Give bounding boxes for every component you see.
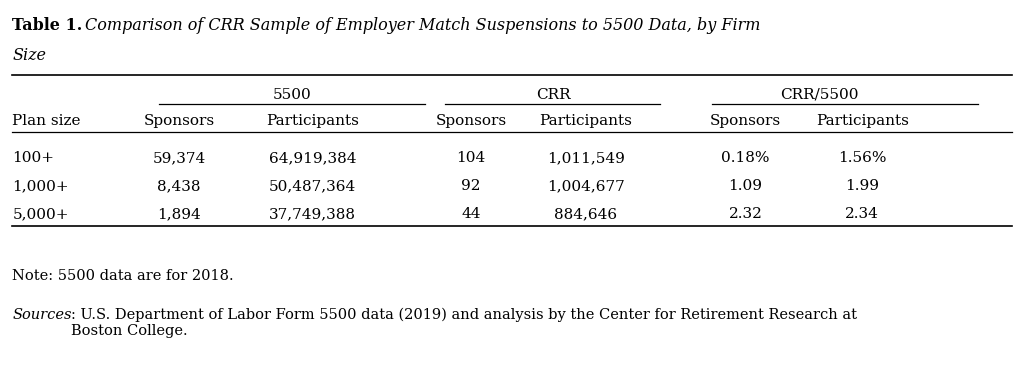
Text: 44: 44: [461, 207, 481, 221]
Text: 884,646: 884,646: [554, 207, 617, 221]
Text: 2.34: 2.34: [845, 207, 880, 221]
Text: 1.09: 1.09: [728, 179, 763, 193]
Text: Sponsors: Sponsors: [435, 114, 507, 128]
Text: 37,749,388: 37,749,388: [269, 207, 355, 221]
Text: CRR/5500: CRR/5500: [780, 88, 858, 102]
Text: Sources: Sources: [12, 308, 72, 322]
Text: Comparison of CRR Sample of Employer Match Suspensions to 5500 Data, by Firm: Comparison of CRR Sample of Employer Mat…: [85, 17, 761, 34]
Text: Participants: Participants: [266, 114, 358, 128]
Text: 59,374: 59,374: [153, 151, 206, 165]
Text: 50,487,364: 50,487,364: [268, 179, 356, 193]
Text: Participants: Participants: [540, 114, 632, 128]
Text: Sponsors: Sponsors: [143, 114, 215, 128]
Text: 2.32: 2.32: [728, 207, 763, 221]
Text: : U.S. Department of Labor Form 5500 data (2019) and analysis by the Center for : : U.S. Department of Labor Form 5500 dat…: [71, 308, 857, 338]
Text: 100+: 100+: [12, 151, 54, 165]
Text: 64,919,384: 64,919,384: [268, 151, 356, 165]
Text: Plan size: Plan size: [12, 114, 81, 128]
Text: 104: 104: [457, 151, 485, 165]
Text: 8,438: 8,438: [158, 179, 201, 193]
Text: 5500: 5500: [272, 88, 311, 102]
Text: 5,000+: 5,000+: [12, 207, 69, 221]
Text: 1,011,549: 1,011,549: [547, 151, 625, 165]
Text: 1,894: 1,894: [158, 207, 201, 221]
Text: 1,000+: 1,000+: [12, 179, 69, 193]
Text: Table 1.: Table 1.: [12, 17, 88, 34]
Text: 1.99: 1.99: [845, 179, 880, 193]
Text: Sponsors: Sponsors: [710, 114, 781, 128]
Text: Note: 5500 data are for 2018.: Note: 5500 data are for 2018.: [12, 269, 233, 283]
Text: Participants: Participants: [816, 114, 908, 128]
Text: 1.56%: 1.56%: [838, 151, 887, 165]
Text: 0.18%: 0.18%: [721, 151, 770, 165]
Text: 1,004,677: 1,004,677: [547, 179, 625, 193]
Text: 92: 92: [461, 179, 481, 193]
Text: Size: Size: [12, 47, 46, 64]
Text: CRR: CRR: [536, 88, 570, 102]
